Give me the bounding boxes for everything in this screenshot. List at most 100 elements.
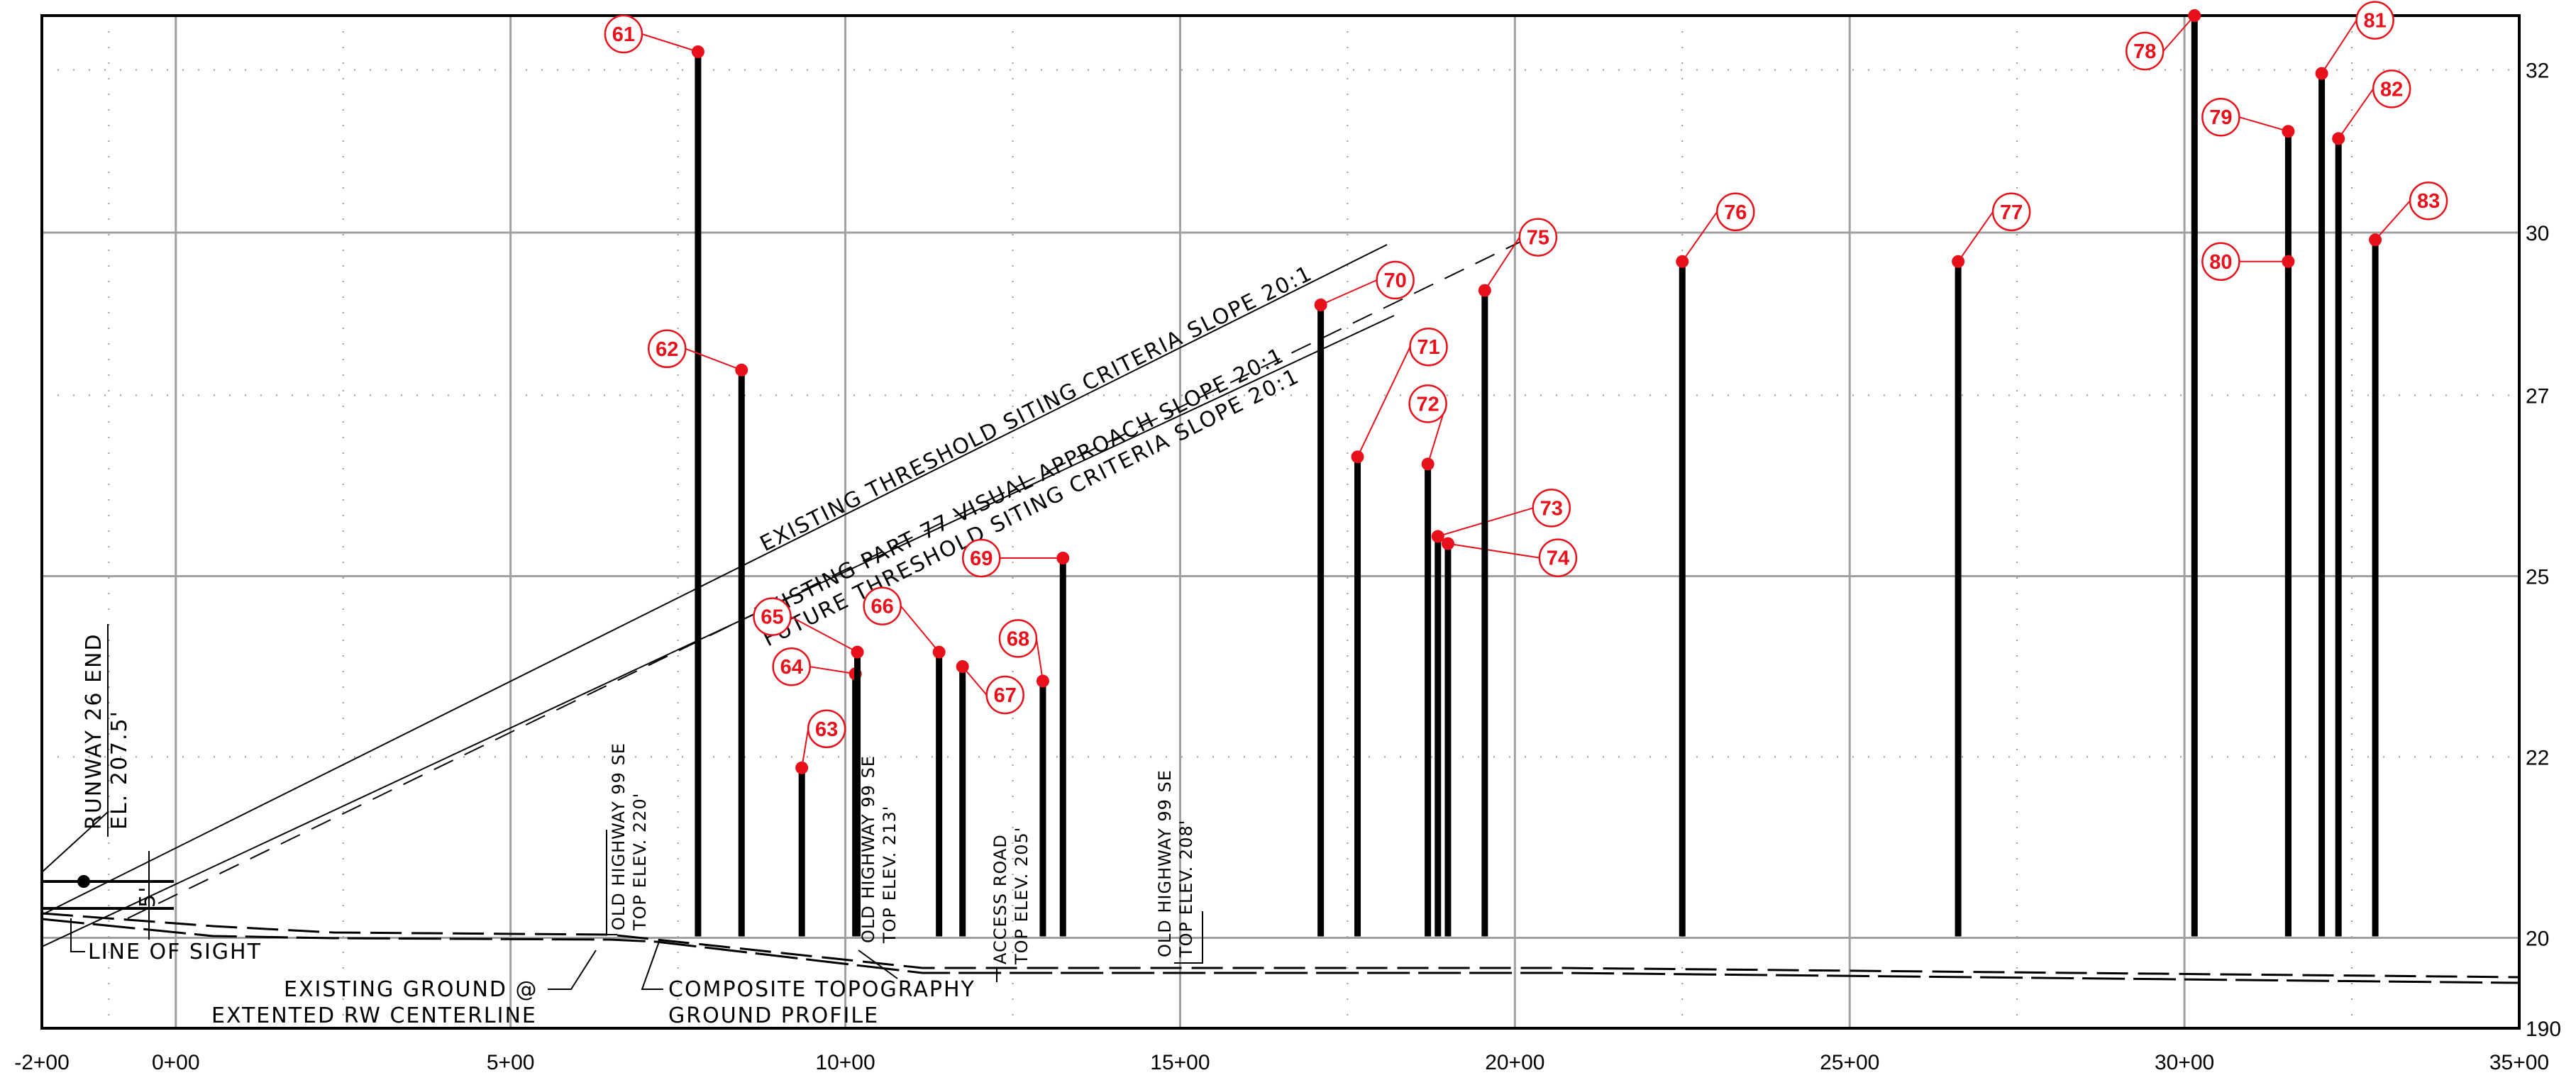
hwy-220-label-2: TOP ELEV. 220' [630, 793, 650, 931]
y-tick-label: 190 [2526, 1018, 2561, 1041]
hwy-213-label-1: OLD HIGHWAY 99 SE [858, 755, 878, 943]
hwy-208-label-2: TOP ELEV. 208' [1176, 820, 1196, 958]
obstruction-point [1351, 450, 1364, 464]
obstruction-id-label: 78 [2133, 40, 2156, 63]
callout-bubble [772, 647, 811, 686]
callout-bubble [2372, 69, 2411, 108]
callout-leader [685, 347, 742, 371]
obstruction-point [2332, 132, 2345, 145]
obstruction-id-label: 75 [1527, 227, 1549, 250]
five-foot-label: 5' [136, 886, 160, 908]
obstruction-point [1036, 674, 1049, 688]
obstruction-point [1314, 299, 1327, 311]
obstruction-point [2282, 125, 2295, 138]
obstruction-point [1676, 255, 1689, 268]
ground-profiles [41, 912, 2519, 984]
obstruction-point [932, 645, 946, 659]
obstruction-id-label: 69 [970, 547, 993, 570]
obstruction-id-label: 73 [1540, 497, 1563, 520]
grid-lines [42, 16, 2519, 1028]
obstruction-point [2188, 9, 2201, 22]
callout-bubble [753, 597, 792, 636]
obstruction-id-label: 82 [2380, 78, 2403, 101]
callout-leader [1957, 211, 1994, 262]
callout-bubble [2409, 181, 2448, 221]
obstruction-id-label: 68 [1007, 628, 1029, 650]
callout-bubble [648, 329, 687, 369]
y-tick-label: 20 [2526, 928, 2549, 951]
obstruction-id-label: 74 [1547, 547, 1569, 570]
callout-bubble [1538, 538, 1578, 577]
obstruction-id-label: 64 [780, 656, 803, 679]
callout-leader [809, 666, 856, 675]
callout-leader [801, 728, 809, 768]
approach-surfaces: EXISTING THRESHOLD SITING CRITERIA SLOPE… [41, 240, 1522, 947]
obstruction-point [1421, 457, 1435, 471]
callout-leader [2162, 15, 2196, 52]
obstruction-id-label: 81 [2363, 10, 2386, 33]
callout-bubble [2201, 242, 2240, 282]
callout-bubble [2126, 31, 2165, 71]
y-tick-label: 32 [2526, 60, 2549, 83]
x-tick-label: 35+00 [2489, 1051, 2549, 1074]
callout-bubble [604, 14, 643, 54]
obstruction-point [956, 660, 969, 673]
obstruction-id-label: 67 [994, 684, 1017, 707]
callout-leader [2338, 88, 2374, 139]
callout-leader [2239, 116, 2289, 133]
callout-bubble [985, 675, 1024, 715]
composite-topo-label-2: GROUND PROFILE [668, 1003, 879, 1028]
callout-leader [2375, 200, 2411, 240]
obstruction-point [691, 45, 704, 58]
x-tick-label: 0+00 [152, 1051, 200, 1074]
line-of-sight-label: LINE OF SIGHT [88, 940, 262, 964]
runway-end-label: RUNWAY 26 END [82, 633, 106, 830]
composite-topography-line [41, 918, 2519, 984]
callout-bubble [807, 709, 846, 749]
x-tick-label: 15+00 [1150, 1051, 1210, 1074]
callout-leader [1484, 237, 1520, 291]
obstruction-id-label: 70 [1383, 269, 1406, 292]
runway-end-marker: RUNWAY 26 END EL. 207.5' 5' LINE OF SIGH… [41, 624, 262, 964]
obstruction-id-label: 79 [2209, 106, 2232, 129]
callout-bubble [962, 538, 1001, 578]
x-tick-label: 20+00 [1485, 1051, 1544, 1074]
y-tick-label: 30 [2526, 222, 2549, 245]
obstruction-id-label: 76 [1724, 201, 1747, 224]
callout-leader [1320, 279, 1378, 306]
obstruction-id-label: 83 [2417, 190, 2440, 213]
obstruction-id-label: 66 [871, 596, 894, 618]
x-tick-label: -2+00 [14, 1051, 70, 1074]
obstruction-point [1056, 552, 1070, 564]
x-tick-label: 25+00 [1820, 1051, 1879, 1074]
existing-ground-label-1: EXISTING GROUND @ [284, 977, 538, 1002]
obstruction-id-label: 63 [815, 718, 838, 741]
obstruction-id-label: 77 [2000, 201, 2023, 224]
hwy-220-label-1: OLD HIGHWAY 99 SE [609, 742, 629, 930]
callout-leader [1356, 346, 1411, 457]
callout-leader [790, 616, 858, 653]
obstruction-point [795, 761, 809, 774]
x-tick-label: 5+00 [487, 1051, 535, 1074]
x-tick-label: 10+00 [815, 1051, 875, 1074]
callout-leader [641, 33, 699, 52]
future-slope-line [127, 240, 1522, 919]
hwy-213-label-2: TOP ELEV. 213' [880, 806, 900, 944]
callout-bubble [1716, 192, 1755, 232]
callout-bubble [863, 586, 902, 625]
callout-bubble [1518, 218, 1558, 257]
callout-leader [900, 605, 940, 653]
obstruction-point [851, 645, 864, 659]
obstruction-point [2315, 67, 2328, 80]
obstruction-id-label: 61 [612, 23, 635, 46]
runway-elev-label: EL. 207.5' [107, 710, 132, 830]
hwy-208-label-1: OLD HIGHWAY 99 SE [1155, 769, 1175, 957]
plot-frame [40, 14, 2521, 1030]
composite-topo-label-1: COMPOSITE TOPOGRAPHY [668, 977, 975, 1002]
callout-bubble [1408, 384, 1447, 423]
callout-leader [1447, 542, 1540, 559]
callout-bubble [1991, 192, 2031, 232]
y-tick-label: 27 [2526, 385, 2549, 408]
existing-ground-label-2: EXTENTED RW CENTERLINE [211, 1003, 537, 1028]
y-tick-label: 25 [2526, 566, 2549, 589]
